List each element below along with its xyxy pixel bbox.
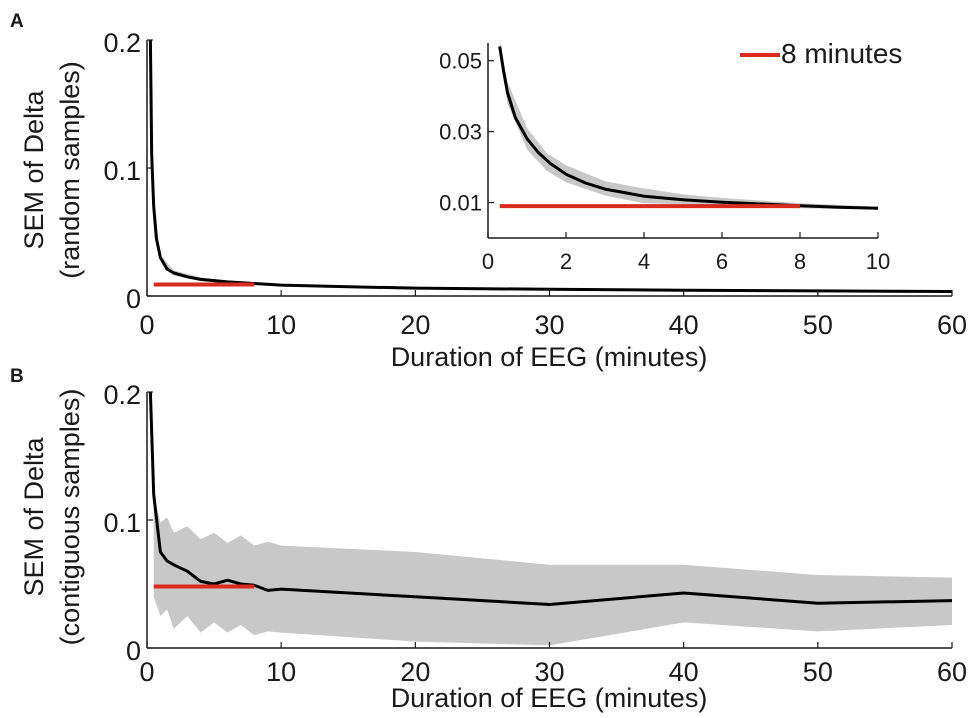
inset-y-tick-label: 0.05 <box>439 49 482 74</box>
panel-a-x-tick-label: 30 <box>534 310 564 340</box>
panel-b-x-tick-label: 0 <box>139 657 154 687</box>
panel-b-y-tick-label: 0 <box>126 636 141 666</box>
panel-b-ylabel: SEM of Delta <box>19 436 49 596</box>
panel-b-x-tick-label: 30 <box>534 657 564 687</box>
panel-a-inset-chart: 0 2 4 6 8 10 0.01 0.03 0.05 <box>439 39 890 274</box>
panel-b-series-line-0 <box>148 391 953 606</box>
panel-b-y-tick-label: 0.2 <box>103 380 141 410</box>
panel-a-series-line-0 <box>148 39 953 293</box>
inset-x-tick-label: 10 <box>866 249 890 274</box>
panel-b-x-tick-label: 10 <box>266 657 296 687</box>
panel-a-x-tick-label: 10 <box>266 310 296 340</box>
legend-label: 8 minutes <box>781 38 902 69</box>
panel-a-x-tick-label: 0 <box>139 310 154 340</box>
panel-a-sem-band <box>153 201 952 292</box>
panel-a-y-tick-label: 0.2 <box>103 28 141 58</box>
panel-b-letter: B <box>10 366 24 387</box>
panel-a-x-tick-label: 50 <box>803 310 833 340</box>
panel-b-chart: SEM of Delta (contiguous samples) Durati… <box>19 380 967 713</box>
panel-a-x-tick-label: 60 <box>937 310 967 340</box>
inset-x-tick-label: 4 <box>638 249 650 274</box>
panel-a-chart: SEM of Delta (random samples) Duration o… <box>19 28 967 372</box>
panel-b-xlabel: Duration of EEG (minutes) <box>391 683 708 713</box>
panel-b-ylabel-sub: (contiguous samples) <box>55 389 85 646</box>
inset-x-tick-label: 6 <box>716 249 728 274</box>
inset-series-line-0 <box>498 46 879 210</box>
inset-x-tick-label: 2 <box>560 249 572 274</box>
inset-y-tick-label: 0.01 <box>439 191 482 216</box>
inset-y-tick-label: 0.03 <box>439 120 482 145</box>
panel-a-xlabel: Duration of EEG (minutes) <box>391 342 708 372</box>
panel-b-x-tick-label: 50 <box>803 657 833 687</box>
panel-a-letter: A <box>10 11 24 32</box>
panel-b-sem-band <box>153 494 952 646</box>
panel-b-x-tick-label: 60 <box>937 657 967 687</box>
panel-a-y-tick-label: 0.1 <box>103 156 141 186</box>
panel-a-x-tick-label: 20 <box>400 310 430 340</box>
panel-a-ylabel-sub: (random samples) <box>55 61 85 279</box>
legend: 8 minutes <box>740 38 902 69</box>
panel-a-y-tick-label: 0 <box>126 284 141 314</box>
panel-b-x-tick-label: 40 <box>669 657 699 687</box>
panel-b-x-tick-label: 20 <box>400 657 430 687</box>
panel-a-x-tick-label: 40 <box>669 310 699 340</box>
panel-b-y-tick-label: 0.1 <box>103 508 141 538</box>
inset-x-tick-label: 8 <box>794 249 806 274</box>
panel-a-ylabel: SEM of Delta <box>19 89 49 249</box>
inset-x-tick-label: 0 <box>482 249 494 274</box>
